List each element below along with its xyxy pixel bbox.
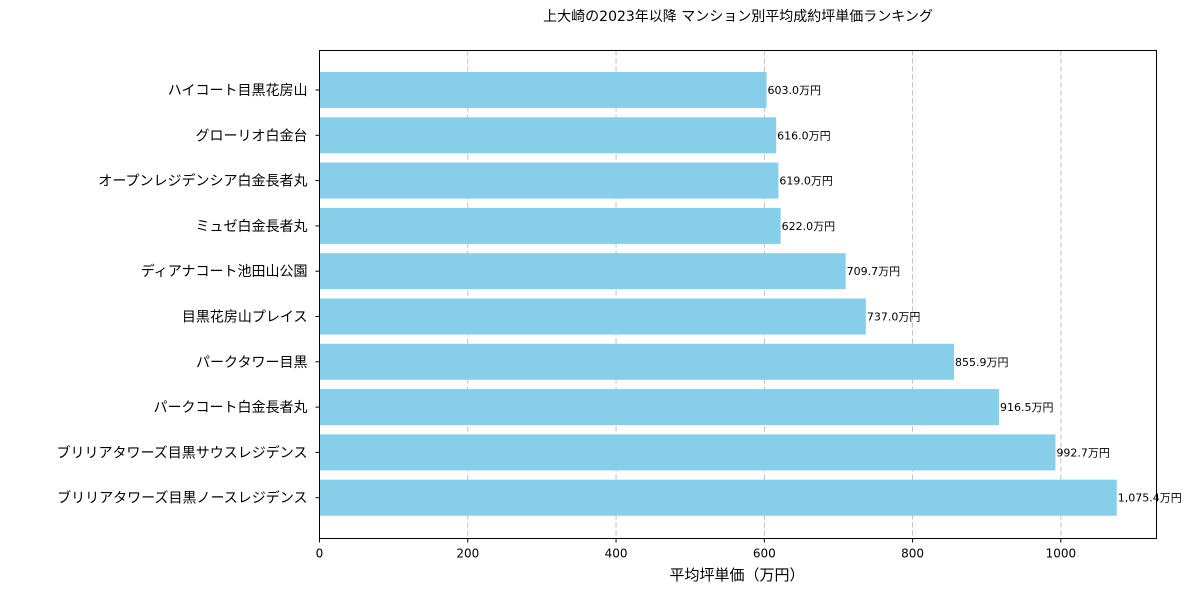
- y-tick-label: パークコート白金長者丸: [154, 400, 308, 416]
- y-tick-label: グローリオ白金台: [196, 128, 308, 144]
- data-label: 855.9万円: [955, 356, 1009, 369]
- y-tick-label: ブリリアタワーズ目黒ノースレジデンス: [57, 490, 307, 507]
- y-tick-label: ミュゼ白金長者丸: [196, 219, 308, 235]
- data-label: 992.7万円: [1056, 446, 1110, 459]
- x-tick-label: 200: [456, 547, 479, 561]
- x-tick-label: 1000: [1046, 547, 1077, 561]
- y-axis: ハイコート目黒花房山グローリオ白金台オープンレジデンシア白金長者丸ミュゼ白金長者…: [56, 83, 320, 507]
- data-label: 1,075.4万円: [1118, 492, 1182, 505]
- x-tick-label: 400: [605, 547, 628, 561]
- bar: [319, 162, 779, 199]
- x-axis-label: 平均坪単価（万円）: [669, 566, 804, 584]
- data-label: 737.0万円: [867, 311, 921, 324]
- y-tick-label: ディアナコート池田山公園: [141, 263, 308, 280]
- bars: [319, 72, 1117, 516]
- bar: [319, 207, 781, 244]
- data-labels: 603.0万円 616.0万円 619.0万円 622.0万円 709.7万円 737.0…: [768, 84, 1182, 505]
- bar: [319, 343, 955, 380]
- data-label: 916.5万円: [1000, 401, 1054, 414]
- bar: [319, 479, 1117, 516]
- y-tick-label: ハイコート目黒花房山: [168, 83, 308, 99]
- y-tick-label: パークタワー目黒: [196, 355, 307, 371]
- bar: [319, 298, 866, 335]
- x-axis: 0 200 400 600 800 1000: [316, 538, 1077, 561]
- x-tick-label: 600: [753, 547, 776, 561]
- bar: [319, 117, 777, 154]
- bar: [319, 72, 767, 108]
- bar: [319, 434, 1056, 471]
- y-tick-label: オープンレジデンシア白金長者丸: [98, 173, 307, 190]
- y-tick-label: 目黒花房山プレイス: [182, 310, 308, 326]
- bar: [319, 389, 999, 426]
- data-label: 603.0万円: [768, 84, 822, 97]
- chart-title: 上大崎の2023年以降 マンション別平均成約坪単価ランキング: [543, 9, 933, 25]
- plot-frame: [319, 50, 1157, 539]
- bar: [319, 253, 846, 290]
- x-tick-label: 0: [316, 547, 324, 561]
- data-label: 622.0万円: [782, 220, 836, 233]
- data-label: 616.0万円: [777, 129, 831, 142]
- y-tick-label: ブリリアタワーズ目黒サウスレジデンス: [56, 444, 307, 461]
- x-tick-label: 800: [901, 547, 924, 561]
- data-label: 619.0万円: [779, 175, 833, 188]
- data-label: 709.7万円: [847, 265, 901, 278]
